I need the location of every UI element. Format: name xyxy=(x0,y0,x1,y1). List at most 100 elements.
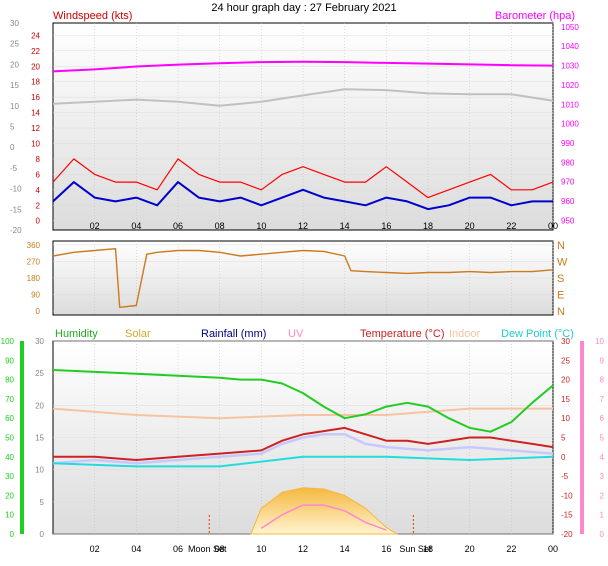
uv-tick-label: 5 xyxy=(600,434,605,443)
winddir-tick-label: 0 xyxy=(36,307,41,316)
humidity-tick-label: 10 xyxy=(5,511,14,520)
winddir-tick-label: 360 xyxy=(27,241,41,250)
y-left-tick-label: -5 xyxy=(10,164,18,173)
temp-left-tick-label: 25 xyxy=(35,369,44,378)
x-tick-label: 00 xyxy=(548,221,558,231)
windspeed-axis-label: Windspeed (kts) xyxy=(53,10,132,22)
temp-right-tick-label: 10 xyxy=(561,414,570,423)
x-tick-label: 16 xyxy=(381,544,391,554)
humidity-tick-label: 30 xyxy=(5,472,14,481)
temp-right-tick-label: 30 xyxy=(561,337,570,346)
uv-tick-label: 7 xyxy=(600,395,605,404)
x-tick-label: 18 xyxy=(423,221,433,231)
baro-tick-label: 1040 xyxy=(561,42,579,51)
x-tick-label: 08 xyxy=(215,221,225,231)
uv-line xyxy=(260,504,387,531)
baro-tick-label: 970 xyxy=(561,178,575,187)
dewpoint-line xyxy=(52,455,554,468)
x-tick-label: 10 xyxy=(256,544,266,554)
x-tick-label: 22 xyxy=(506,544,516,554)
moonset-label: Moon Set xyxy=(188,544,227,554)
wind-tick-label: 20 xyxy=(31,62,40,71)
y-left-tick-label: 5 xyxy=(10,123,15,132)
humidity-label: Humidity xyxy=(55,328,98,340)
y-left-tick-label: 25 xyxy=(10,40,19,49)
humidity-line xyxy=(52,369,554,433)
page-title: 24 hour graph day : 27 February 2021 xyxy=(211,2,396,14)
x-tick-label: 08 xyxy=(215,544,225,554)
uv-tick-label: 0 xyxy=(600,530,605,539)
wind-tick-label: 22 xyxy=(31,47,40,56)
temp-left-tick-label: 20 xyxy=(35,401,44,410)
compass-label: S xyxy=(557,273,564,285)
y-left-tick-label: -15 xyxy=(10,205,22,214)
x-tick-label: 04 xyxy=(131,544,141,554)
compass-label: N xyxy=(557,306,565,318)
humidity-tick-label: 20 xyxy=(5,491,14,500)
x-tick-label: 12 xyxy=(298,544,308,554)
uv-tick-label: 9 xyxy=(600,356,605,365)
y-left-tick-label: 15 xyxy=(10,81,19,90)
wind-tick-label: 10 xyxy=(31,139,40,148)
temp-right-tick-label: -15 xyxy=(561,511,573,520)
baro-tick-label: 990 xyxy=(561,139,575,148)
wind-tick-label: 12 xyxy=(31,124,40,133)
temperature-line xyxy=(53,426,554,461)
barometer-axis-label: Barometer (hpa) xyxy=(495,10,575,22)
y-left-tick-label: -20 xyxy=(10,226,22,235)
uv-tick-label: 1 xyxy=(600,511,605,520)
compass-label: E xyxy=(557,290,564,302)
temp-right-tick-label: -5 xyxy=(561,472,569,481)
barometer-line xyxy=(52,60,554,73)
baro-tick-label: 1000 xyxy=(561,120,579,129)
temp-right-tick-label: 20 xyxy=(561,376,570,385)
temperature-label: Temperature (°C) xyxy=(360,328,444,340)
x-tick-label: 12 xyxy=(298,221,308,231)
x-tick-label: 02 xyxy=(90,221,100,231)
rainfall-label: Rainfall (mm) xyxy=(201,328,266,340)
y-left-tick-label: 10 xyxy=(10,102,19,111)
windspeed-line xyxy=(52,181,553,211)
baro-tick-label: 980 xyxy=(561,158,575,167)
winddir-tick-label: 270 xyxy=(27,258,41,267)
x-tick-label: 06 xyxy=(173,544,183,554)
x-tick-label: 18 xyxy=(423,544,433,554)
uv-label: UV xyxy=(288,328,304,340)
humidity-tick-label: 80 xyxy=(5,376,14,385)
winddir-tick-label: 90 xyxy=(31,291,40,300)
x-tick-label: 16 xyxy=(381,221,391,231)
humidity-tick-label: 60 xyxy=(5,414,14,423)
wind-tick-label: 8 xyxy=(36,155,41,164)
indoor-line xyxy=(52,407,553,420)
baro-tick-label: 1010 xyxy=(561,100,579,109)
uv-tick-label: 2 xyxy=(600,491,605,500)
y-left-tick-label: 0 xyxy=(10,143,15,152)
wind-tick-label: 0 xyxy=(36,217,41,226)
compass-label: W xyxy=(557,257,568,269)
baro-tick-label: 1050 xyxy=(561,23,579,32)
winddir-line xyxy=(52,248,554,308)
uv-axis-bar xyxy=(580,341,584,534)
uv-tick-label: 4 xyxy=(600,453,605,462)
temp-left-tick-label: 15 xyxy=(35,434,44,443)
x-tick-label: 04 xyxy=(131,221,141,231)
humidity-tick-label: 70 xyxy=(5,395,14,404)
wind-tick-label: 4 xyxy=(36,186,41,195)
wind-tick-label: 18 xyxy=(31,78,40,87)
temp-right-tick-label: 5 xyxy=(561,434,566,443)
x-tick-label: 14 xyxy=(340,544,350,554)
wind-tick-label: 16 xyxy=(31,93,40,102)
temp-right-tick-label: 0 xyxy=(561,453,566,462)
temp-left-tick-label: 30 xyxy=(35,337,44,346)
gray-trace-line xyxy=(52,88,554,107)
solar-label: Solar xyxy=(125,328,151,340)
gust-line xyxy=(52,158,554,199)
uv-tick-label: 8 xyxy=(600,376,605,385)
temp-right-tick-label: -20 xyxy=(561,530,573,539)
compass-label: N xyxy=(557,240,565,252)
feels-line xyxy=(52,433,554,465)
wind-tick-label: 14 xyxy=(31,109,40,118)
y-left-tick-label: 20 xyxy=(10,60,19,69)
